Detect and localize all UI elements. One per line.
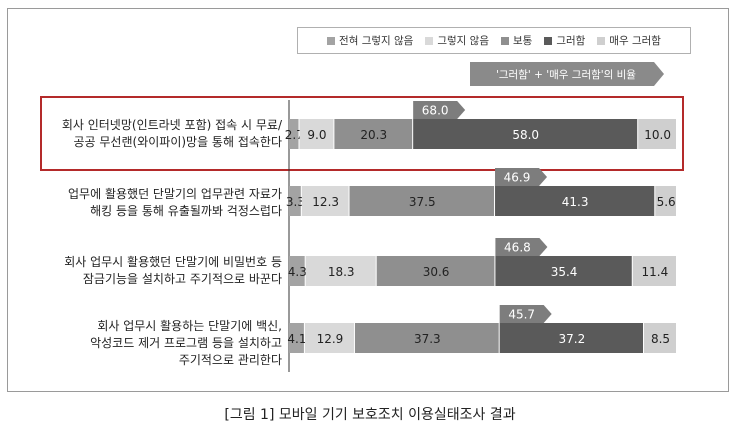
combined-value-flag — [413, 101, 466, 119]
figure-caption: [그림 1] 모바일 기기 보호조치 이용실태조사 결과 — [224, 407, 516, 423]
bar-value-label: 41.3 — [562, 195, 589, 209]
legend-item: 매우 그러함 — [597, 33, 661, 48]
bar-segment — [289, 119, 299, 149]
bar-value-label: 18.3 — [328, 265, 355, 279]
bar-value-label: 3.3 — [286, 195, 305, 209]
row-label: 회사 업무시 활용하는 단말기에 백신, 악성코드 제거 프로그램 등을 설치하고… — [20, 318, 282, 369]
bar-segment — [349, 186, 495, 216]
row-label-line: 회사 인터넷망(인트라넷 포함) 접속 시 무료/ — [61, 118, 282, 132]
legend-label: 보통 — [512, 35, 533, 47]
highlighted-row-box — [40, 96, 684, 171]
combined-value-label: 45.7 — [508, 308, 535, 322]
bar-value-label: 12.3 — [312, 195, 339, 209]
bar-segment — [304, 323, 354, 353]
bar-value-label: 2.7 — [285, 128, 304, 142]
bar-value-label: 9.0 — [307, 128, 326, 142]
combined-ratio-label: '그러함' + '매우 그러함'의 비율 — [496, 69, 636, 81]
legend-label: 전혀 그렇지 않음 — [339, 35, 414, 47]
legend-swatch — [597, 36, 606, 45]
combined-value-flag — [495, 168, 548, 186]
combined-value-flag — [495, 238, 548, 256]
row-label-line: 업무에 활용했던 단말기의 업무관련 자료가 — [68, 187, 282, 201]
row-label-line: 회사 업무시 활용하는 단말기에 백신, — [97, 319, 282, 333]
legend-item: 그렇지 않음 — [425, 33, 489, 48]
row-label-line: 공공 무선랜(와이파이)망을 통해 접속한다 — [73, 135, 283, 149]
combined-value-label: 46.9 — [504, 171, 531, 185]
bar-value-label: 10.0 — [644, 128, 671, 142]
legend-label: 매우 그러함 — [609, 35, 661, 47]
bar-value-label: 12.9 — [317, 332, 344, 346]
bar-value-label: 5.6 — [657, 195, 676, 209]
bar-segment — [376, 256, 495, 286]
bar-segment — [632, 256, 676, 286]
combined-ratio-banner — [470, 62, 664, 86]
bar-segment — [334, 119, 413, 149]
bar-segment — [499, 323, 644, 353]
legend-item: 보통 — [500, 33, 533, 48]
bar-value-label: 37.3 — [414, 332, 441, 346]
legend-label: 그렇지 않음 — [437, 35, 489, 47]
bar-value-label: 11.4 — [642, 265, 669, 279]
legend-swatch — [425, 36, 434, 45]
bar-segment — [289, 186, 301, 216]
bar-segment — [301, 186, 349, 216]
bar-value-label: 37.2 — [558, 332, 585, 346]
bar-segment — [305, 256, 376, 286]
legend: 전혀 그렇지 않음 그렇지 않음 보통 그러함 매우 그러함 — [297, 27, 691, 54]
combined-value-flag — [499, 305, 552, 323]
bar-segment — [644, 323, 676, 353]
legend-item: 전혀 그렇지 않음 — [327, 33, 413, 48]
legend-label: 그러함 — [556, 35, 586, 47]
combined-value-label: 68.0 — [422, 104, 449, 118]
bar-segment — [299, 119, 334, 149]
row-label-line: 해킹 등을 통해 유출될까봐 걱정스럽다 — [90, 204, 282, 218]
row-label-line: 잠금기능을 설치하고 주기적으로 바꾼다 — [82, 272, 282, 286]
chart-frame — [7, 8, 729, 392]
bar-value-label: 20.3 — [360, 128, 387, 142]
combined-value-label: 46.8 — [504, 241, 531, 255]
bar-segment — [289, 256, 305, 286]
bar-segment — [638, 119, 676, 149]
row-label-line: 악성코드 제거 프로그램 등을 설치하고 — [90, 336, 282, 350]
legend-swatch — [544, 36, 553, 45]
bar-value-label: 30.6 — [423, 265, 450, 279]
bar-segment — [354, 323, 499, 353]
legend-swatch — [327, 36, 336, 45]
row-label: 회사 인터넷망(인트라넷 포함) 접속 시 무료/공공 무선랜(와이파이)망을 … — [20, 117, 282, 151]
bar-segment — [495, 256, 632, 286]
legend-swatch — [500, 36, 509, 45]
row-label-line: 회사 업무시 활용했던 단말기에 비밀번호 등 — [64, 255, 282, 269]
bar-value-label: 37.5 — [409, 195, 436, 209]
bar-value-label: 8.5 — [651, 332, 670, 346]
bar-segment — [495, 186, 655, 216]
bar-value-label: 58.0 — [512, 128, 539, 142]
bar-value-label: 35.4 — [551, 265, 578, 279]
row-label-line: 주기적으로 관리한다 — [178, 353, 282, 367]
bar-value-label: 4.3 — [288, 265, 307, 279]
bar-segment — [413, 119, 638, 149]
bar-value-label: 4.1 — [287, 332, 306, 346]
bar-segment — [655, 186, 676, 216]
bar-segment — [289, 323, 304, 353]
legend-item: 그러함 — [544, 33, 585, 48]
